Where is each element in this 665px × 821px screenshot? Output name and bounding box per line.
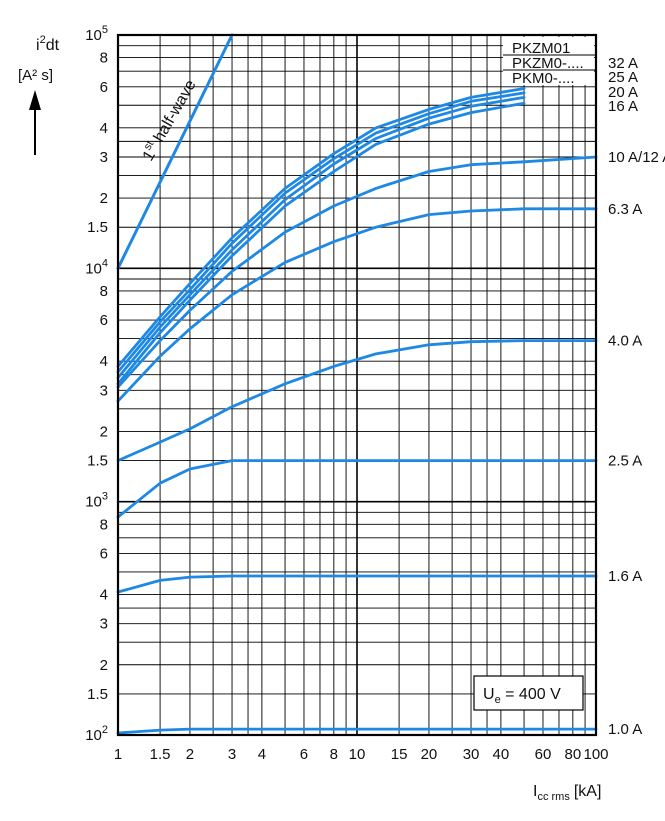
- series-label-16-a: 16 A: [608, 98, 638, 115]
- device-legend-box: [503, 37, 594, 85]
- y-decade-label: 102: [85, 724, 108, 744]
- series-line-32-a: [116, 87, 526, 368]
- y-tick-label: 4: [100, 120, 108, 137]
- series-label-4-0-a: 4.0 A: [608, 333, 642, 350]
- y-tick-label: 6: [100, 545, 108, 562]
- y-tick-label: 3: [100, 616, 108, 633]
- legend-pkzm0: PKZM0-....: [512, 55, 584, 72]
- voltage-annotation: Ue = 400 V: [483, 686, 561, 706]
- series-labels: 32 A25 A20 A16 A 10 A/12 A 6.3 A 4.0 A 2.5 A…: [608, 55, 665, 738]
- x-tick-label: 100: [583, 746, 608, 763]
- y-tick-label: 2: [100, 423, 108, 440]
- series-line-1-6-a: [116, 574, 598, 594]
- y-tick-label: 3: [100, 382, 108, 399]
- x-tick-label: 10: [349, 746, 366, 763]
- series-label-1-0-a: 1.0 A: [608, 721, 642, 738]
- y-decade-label: 105: [85, 24, 108, 44]
- x-tick-label: 1: [114, 746, 122, 763]
- x-tick-label: 80: [564, 746, 581, 763]
- y-tick-label: 4: [100, 353, 108, 370]
- series-line-1-0-a: [116, 727, 598, 735]
- grid: [117, 35, 597, 736]
- x-tick-label: 8: [330, 746, 338, 763]
- x-tick-label: 4: [258, 746, 266, 763]
- y-tick-label: 8: [100, 283, 108, 300]
- x-tick-labels: 1 1.5 2 3 4 6 8 10 15 20 30 40 60 80 100: [114, 746, 609, 763]
- series-line-20-a: [116, 96, 526, 380]
- series-line-10-a-12-a: [116, 155, 598, 389]
- x-tick-label: 15: [391, 746, 408, 763]
- y-tick-label: 6: [100, 79, 108, 96]
- series-line-6-3-a: [116, 207, 598, 403]
- x-tick-label: 1.5: [150, 746, 171, 763]
- y-tick-label: 1.5: [87, 219, 108, 236]
- series-label-6-3-a: 6.3 A: [608, 201, 642, 218]
- series-line-25-a: [116, 91, 526, 374]
- y-axis-unit: [A² s]: [18, 67, 53, 84]
- y-tick-label: 4: [100, 587, 108, 604]
- y-tick-label: 6: [100, 312, 108, 329]
- y-tick-label: 1.5: [87, 686, 108, 703]
- series-line-4-0-a: [116, 339, 598, 462]
- voltage-annotation-box: [473, 675, 584, 711]
- half-wave-line: [116, 33, 234, 270]
- y-decade-label: 103: [85, 491, 108, 511]
- x-tick-label: 30: [463, 746, 480, 763]
- y-tick-label: 8: [100, 50, 108, 67]
- plot-frame: [116, 33, 598, 737]
- x-tick-label: 6: [300, 746, 308, 763]
- y-tick-label: 1.5: [87, 453, 108, 470]
- x-axis-label: Icc rms [kA]: [533, 783, 601, 803]
- series-label-25-a: 25 A: [608, 69, 638, 86]
- series-label-1-6-a: 1.6 A: [608, 568, 642, 585]
- x-tick-label: 3: [228, 746, 236, 763]
- y-tick-label: 8: [100, 516, 108, 533]
- curves: [116, 33, 598, 735]
- y-axis-label: i2dt: [36, 34, 60, 54]
- x-tick-label: 60: [535, 746, 552, 763]
- series-label-32-a: 32 A: [608, 55, 638, 72]
- legend-pkm0: PKM0-....: [512, 70, 575, 87]
- y-tick-labels: 1.5 2 3 4 6 8 1.5 2 3 4 6 8 1.5 2 3 4 6 8 102 103 104 105: [85, 24, 108, 744]
- y-tick-label: 2: [100, 190, 108, 207]
- series-label-10-a-12-a: 10 A/12 A: [608, 149, 665, 166]
- y-tick-label: 2: [100, 657, 108, 674]
- series-label-2-5-a: 2.5 A: [608, 453, 642, 470]
- y-tick-label: 3: [100, 149, 108, 166]
- x-tick-label: 40: [493, 746, 510, 763]
- series-line-2-5-a: [116, 459, 598, 519]
- series-label-20-a: 20 A: [608, 84, 638, 101]
- x-tick-label: 2: [186, 746, 194, 763]
- y-axis-arrow: [29, 90, 41, 155]
- x-tick-label: 20: [421, 746, 438, 763]
- legend-pkzm01: PKZM01: [512, 40, 570, 57]
- y-decade-label: 104: [85, 257, 108, 277]
- series-line-16-a: [116, 101, 526, 386]
